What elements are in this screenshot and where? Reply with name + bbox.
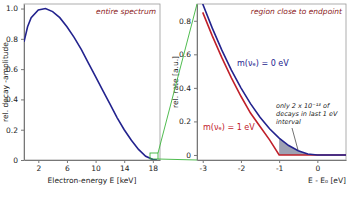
y-tick-mark: [21, 130, 24, 131]
plot-area: [24, 9, 157, 160]
x-axis-line: [25, 160, 161, 161]
annotation: only 2 x 10⁻¹³ of: [276, 102, 331, 110]
y-axis-title: rel. rate [a.u.]: [171, 56, 180, 108]
annotation: decays in last 1 eV: [276, 110, 338, 118]
y-tick-label: 0.8: [179, 17, 191, 26]
y-axis: 0 0.2 0.4 0.6 0.8: [179, 5, 197, 161]
y-axis-line: [24, 5, 25, 161]
y-tick: 0: [13, 156, 24, 165]
zoom-line: [158, 4, 197, 153]
x-axis-title: Electron-energy E [keV]: [48, 176, 137, 185]
x-axis-line: [198, 160, 347, 161]
y-tick-mark: [21, 160, 24, 161]
y-tick: 0.2: [6, 126, 24, 135]
x-tick-label: 14: [120, 164, 130, 173]
panel-title: entire spectrum: [96, 7, 156, 16]
y-tick-mark: [194, 155, 197, 156]
panel-title: region close to endpoint: [251, 7, 343, 16]
series-label: m(νₑ) = 0 eV: [237, 59, 289, 68]
y-tick-label: 0.6: [179, 50, 191, 59]
x-tick-mark: [317, 160, 318, 163]
x-tick-label: -2: [238, 164, 246, 173]
y-tick-mark: [194, 54, 197, 55]
y-tick-label: 0.4: [179, 84, 191, 93]
shaded-interval: [279, 138, 317, 155]
y-tick-label: 0: [13, 156, 18, 165]
series-line: [24, 9, 157, 160]
y-axis-line: [197, 5, 198, 161]
y-tick-mark: [21, 99, 24, 100]
panel-1: -3 -2 -1 0 0 0.2 0.4 0.6 0.8 E - E₀ [eV] rel. rate…: [171, 4, 347, 185]
x-tick-mark: [38, 160, 39, 163]
x-tick-label: -1: [276, 164, 284, 173]
chart-svg: 2 6 10 14 18 0 0.2 0.4 0.6 0.8 1.0 Electron-energy …: [0, 0, 350, 197]
x-tick-label: 10: [91, 164, 101, 173]
y-tick-label: 0.2: [179, 117, 191, 126]
y-tick-label: 0: [186, 151, 191, 160]
x-tick-mark: [96, 160, 97, 163]
x-tick: 14: [120, 160, 130, 173]
y-tick: 0: [186, 151, 197, 160]
y-tick-mark: [21, 9, 24, 10]
y-tick-mark: [21, 39, 24, 40]
chart-container: 2 6 10 14 18 0 0.2 0.4 0.6 0.8 1.0 Electron-energy …: [0, 0, 350, 197]
x-tick: 0: [315, 160, 320, 173]
x-tick: -1: [276, 160, 284, 173]
plot-frame: [24, 4, 160, 160]
x-tick: 18: [149, 160, 159, 173]
x-tick-mark: [203, 160, 204, 163]
x-tick-label: 18: [149, 164, 159, 173]
y-tick-label: 0.2: [6, 126, 18, 135]
y-axis-title: rel. decay -amplitude: [1, 42, 10, 122]
zoom-line: [158, 159, 197, 160]
plot-area: [203, 4, 346, 155]
x-tick: 10: [91, 160, 101, 173]
x-tick-mark: [241, 160, 242, 163]
zoom-box: [150, 153, 158, 159]
panel-0: 2610141800.20.40.60.81.0Electron-energy …: [1, 4, 161, 185]
x-tick-label: -3: [199, 164, 207, 173]
x-axis: -3 -2 -1 0: [198, 160, 347, 173]
x-tick: -2: [238, 160, 246, 173]
x-tick-mark: [67, 160, 68, 163]
annotation: interval: [276, 118, 301, 126]
x-tick-label: 0: [315, 164, 320, 173]
x-tick: 2: [36, 160, 41, 173]
y-tick-mark: [194, 88, 197, 89]
series-line: [203, 4, 346, 155]
x-tick-label: 6: [65, 164, 70, 173]
y-tick-label: 1.0: [6, 4, 18, 13]
y-tick: 0.4: [179, 84, 197, 93]
y-tick-mark: [21, 69, 24, 70]
y-tick: 1.0: [6, 4, 24, 13]
y-tick-mark: [194, 121, 197, 122]
x-tick-mark: [279, 160, 280, 163]
annotation-arrow: [292, 128, 298, 150]
y-tick-mark: [194, 21, 197, 22]
x-axis-title: E - E₀ [eV]: [308, 176, 346, 185]
y-tick: 0.6: [179, 50, 197, 59]
x-tick-label: 2: [36, 164, 41, 173]
x-tick-mark: [153, 160, 154, 163]
y-tick: 0.8: [179, 17, 197, 26]
x-tick-mark: [124, 160, 125, 163]
series-label: m(νₑ) = 1 eV: [203, 123, 255, 132]
x-tick: -3: [199, 160, 207, 173]
y-tick: 0.2: [179, 117, 197, 126]
x-axis: 2 6 10 14 18: [25, 160, 161, 173]
x-tick: 6: [65, 160, 70, 173]
plot-frame: [197, 4, 346, 160]
